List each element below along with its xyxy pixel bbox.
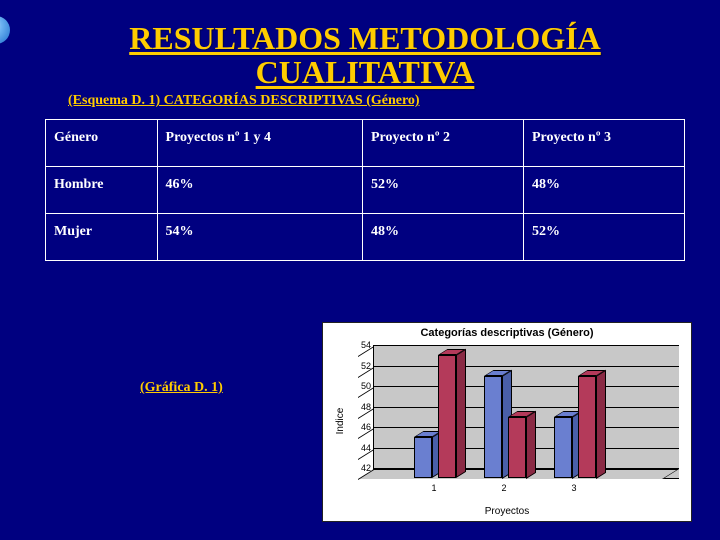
chart-xlabel: Proyectos [485, 506, 529, 517]
chart-bar [438, 355, 466, 478]
accent-circle [0, 16, 10, 44]
chart-ytick: 50 [353, 381, 371, 391]
col-proyectos-1-4: Proyectos nº 1 y 4 [157, 120, 362, 167]
chart-ylabel: Indice [335, 408, 346, 435]
chart-gridline [374, 345, 679, 346]
chart-plot-area [373, 345, 679, 479]
chart-ytick: 42 [353, 463, 371, 473]
chart-bar [508, 417, 536, 479]
chart-ytick: 48 [353, 402, 371, 412]
table-row: Mujer 54% 48% 52% [46, 214, 685, 261]
chart-ytick: 54 [353, 340, 371, 350]
col-proyecto-3: Proyecto nº 3 [523, 120, 684, 167]
chart-xtick: 2 [501, 483, 506, 493]
chart-gridline [374, 386, 679, 387]
chart-caption: (Gráfica D. 1) [140, 380, 223, 396]
col-proyecto-2: Proyecto nº 2 [362, 120, 523, 167]
chart-bar [578, 376, 606, 479]
chart-xtick: 3 [571, 483, 576, 493]
chart-xtick: 1 [431, 483, 436, 493]
table-header-row: Género Proyectos nº 1 y 4 Proyecto nº 2 … [46, 120, 685, 167]
chart-gridline [374, 366, 679, 367]
chart-title: Categorías descriptivas (Género) [323, 323, 691, 341]
chart-ytick: 44 [353, 443, 371, 453]
chart-ytick: 52 [353, 361, 371, 371]
table-row: Hombre 46% 52% 48% [46, 167, 685, 214]
chart-ytick: 46 [353, 422, 371, 432]
chart-gridline [374, 407, 679, 408]
subtitle: (Esquema D. 1) CATEGORÍAS DESCRIPTIVAS (… [68, 93, 690, 109]
genero-table: Género Proyectos nº 1 y 4 Proyecto nº 2 … [45, 119, 685, 261]
col-genero: Género [46, 120, 158, 167]
page-title: RESULTADOS METODOLOGÍA CUALITATIVA [40, 22, 690, 89]
chart-container: Categorías descriptivas (Género) Indice … [322, 322, 692, 522]
